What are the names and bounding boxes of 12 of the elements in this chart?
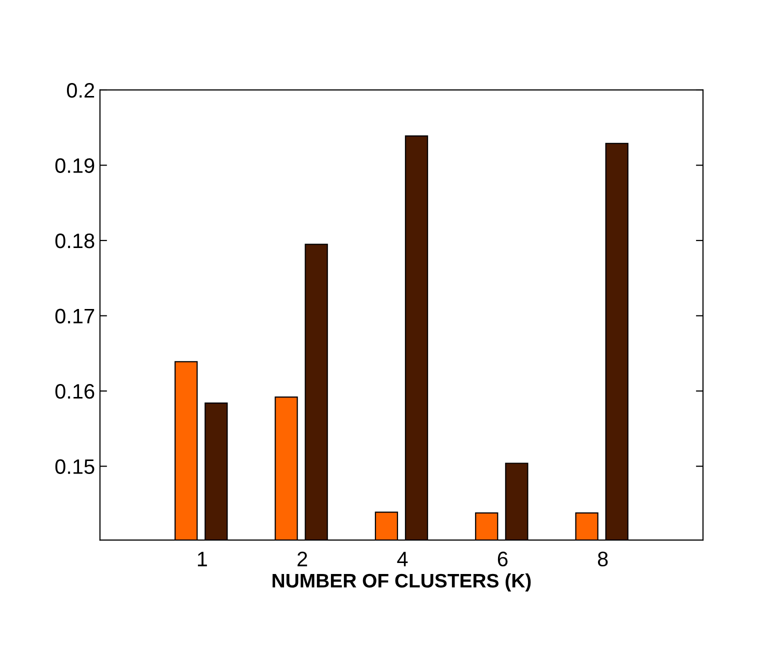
y-tick-label: 0.15 (55, 459, 94, 474)
y-tick-label: 0.18 (55, 234, 94, 248)
y-tick-label: 0.16 (55, 384, 94, 399)
x-axis-title: NUMBER OF CLUSTERS (K) (272, 573, 531, 592)
x-tick-label: 8 (598, 552, 608, 566)
y-tick-label: 0.17 (55, 308, 94, 324)
y-tick-label: 0.19 (55, 158, 94, 173)
x-tick-label: 4 (397, 552, 408, 566)
y-tick-label: 0.2 (66, 82, 94, 98)
x-tick-label: 2 (298, 552, 308, 566)
x-tick-label: 1 (198, 552, 207, 566)
x-tick-label: 6 (498, 552, 508, 566)
